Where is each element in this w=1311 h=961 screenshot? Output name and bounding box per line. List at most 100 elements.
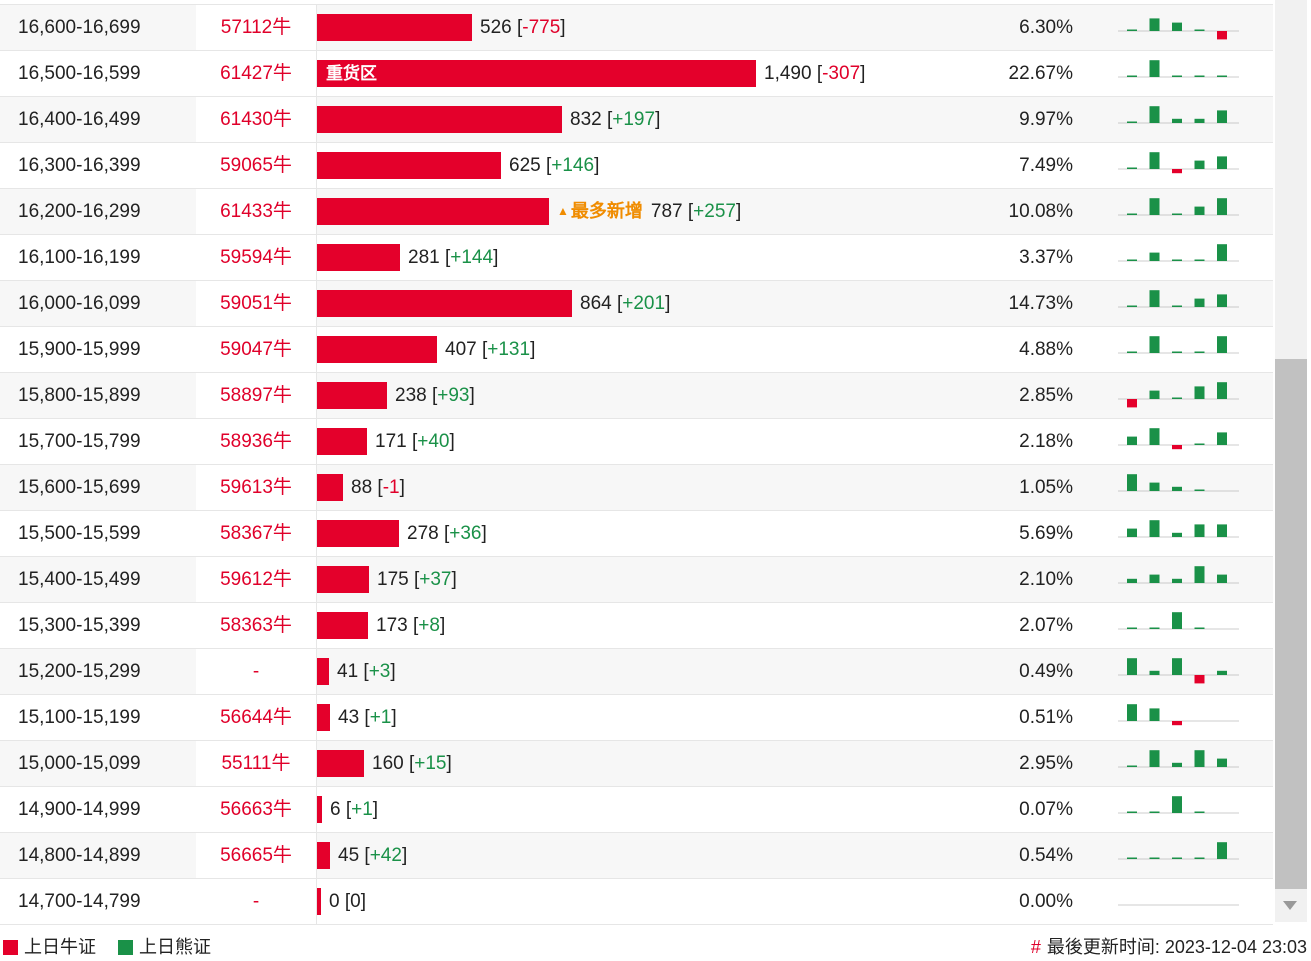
quantity-value: 45 [ xyxy=(338,845,370,866)
mini-chart-bar xyxy=(1217,75,1227,77)
quantity-change: +146 xyxy=(551,155,595,176)
warrant-code[interactable]: 58363牛 xyxy=(196,603,316,648)
table-row[interactable]: 14,700-14,799 -0 [0] 0.00% xyxy=(0,879,1273,925)
mini-chart-bar xyxy=(1127,474,1137,491)
table-row[interactable]: 15,400-15,499 59612牛 175 [+37] 2.10% xyxy=(0,557,1273,603)
scroll-down-arrow-icon[interactable] xyxy=(1283,901,1297,910)
mini-chart-bar xyxy=(1172,857,1182,859)
table-row[interactable]: 15,500-15,599 58367牛 278 [+36] 5.69% xyxy=(0,511,1273,557)
warrant-code[interactable]: 56644牛 xyxy=(196,695,316,740)
mini-chart-bar xyxy=(1127,578,1137,583)
percentage: 5.69% xyxy=(1019,523,1073,544)
column-divider xyxy=(316,833,317,878)
table-row[interactable]: 15,100-15,199 56644牛 43 [+1] 0.51% xyxy=(0,695,1273,741)
quantity-change: +40 xyxy=(417,431,450,452)
mini-chart-bar xyxy=(1194,29,1205,31)
mini-history-chart xyxy=(1118,612,1239,630)
mini-history-chart xyxy=(1118,198,1239,216)
strike-range: 16,500-16,599 xyxy=(18,63,141,84)
warrant-code[interactable]: 61430牛 xyxy=(196,97,316,142)
mini-history-chart xyxy=(1118,520,1239,538)
table-row[interactable]: 14,900-14,999 56663牛 6 [+1] 0.07% xyxy=(0,787,1273,833)
warrant-code[interactable]: 59594牛 xyxy=(196,235,316,280)
column-divider xyxy=(316,97,317,142)
table-row[interactable]: 15,800-15,899 58897牛 238 [+93] 2.85% xyxy=(0,373,1273,419)
mini-chart-bar xyxy=(1127,305,1137,307)
column-divider xyxy=(316,189,317,234)
mini-chart-bar xyxy=(1149,574,1160,583)
warrant-code[interactable]: 61433牛 xyxy=(196,189,316,234)
table-row[interactable]: 14,800-14,899 56665牛 45 [+42] 0.54% xyxy=(0,833,1273,879)
strike-range: 15,700-15,799 xyxy=(18,431,141,452)
table-row[interactable]: 15,300-15,399 58363牛 173 [+8] 2.07% xyxy=(0,603,1273,649)
quantity-bar xyxy=(317,198,549,225)
quantity-change: +144 xyxy=(450,247,494,268)
warrant-code[interactable]: - xyxy=(196,879,316,924)
scrollbar-thumb[interactable] xyxy=(1275,359,1307,889)
table-row[interactable]: 15,600-15,699 59613牛 88 [-1] 1.05% xyxy=(0,465,1273,511)
percentage: 0.00% xyxy=(1019,891,1073,912)
warrant-code[interactable]: 61427牛 xyxy=(196,51,316,96)
mini-chart-bar xyxy=(1172,118,1182,123)
table-row[interactable]: 15,700-15,799 58936牛 171 [+40] 2.18% xyxy=(0,419,1273,465)
table-row[interactable]: 15,000-15,099 55111牛 160 [+15] 2.95% xyxy=(0,741,1273,787)
column-divider xyxy=(316,51,317,96)
mini-chart-bar xyxy=(1127,167,1137,169)
table-row[interactable]: 16,500-16,599 61427牛 重货区 1,490 [-307] 22.67% xyxy=(0,51,1273,97)
quantity-bar xyxy=(317,566,369,593)
warrant-code[interactable]: 55111牛 xyxy=(196,741,316,786)
warrant-code[interactable]: 58367牛 xyxy=(196,511,316,556)
percentage: 2.18% xyxy=(1019,431,1073,452)
warrant-code[interactable]: - xyxy=(196,649,316,694)
warrant-code[interactable]: 58936牛 xyxy=(196,419,316,464)
last-updated-text: 最後更新时间: 2023-12-04 23:03 xyxy=(1046,937,1307,957)
table-row[interactable]: 16,200-16,299 61433牛 ▲ 最多新增 787 [+257] 10.08% xyxy=(0,189,1273,235)
column-divider xyxy=(316,557,317,602)
mini-chart-bar xyxy=(1217,670,1227,675)
quantity-annotation: 43 [+1] xyxy=(338,707,397,728)
column-divider xyxy=(316,511,317,556)
warrant-code[interactable]: 59612牛 xyxy=(196,557,316,602)
strike-range: 15,500-15,599 xyxy=(18,523,141,544)
warrant-code[interactable]: 59613牛 xyxy=(196,465,316,510)
warrant-code[interactable]: 58897牛 xyxy=(196,373,316,418)
mini-chart-bar xyxy=(1217,198,1227,215)
warrant-code[interactable]: 59065牛 xyxy=(196,143,316,188)
column-divider xyxy=(316,419,317,464)
table-row[interactable]: 16,000-16,099 59051牛 864 [+201] 14.73% xyxy=(0,281,1273,327)
warrant-code[interactable]: 59047牛 xyxy=(196,327,316,372)
mini-chart-bar xyxy=(1194,524,1205,537)
quantity-annotation: 1,490 [-307] xyxy=(764,63,866,84)
mini-chart-bar xyxy=(1194,386,1205,399)
mini-chart-bar xyxy=(1194,811,1205,813)
warrant-code[interactable]: 56665牛 xyxy=(196,833,316,878)
mini-chart-bar xyxy=(1172,169,1182,174)
warrant-code[interactable]: 56663牛 xyxy=(196,787,316,832)
quantity-annotation: 45 [+42] xyxy=(338,845,408,866)
quantity-annotation: 278 [+36] xyxy=(407,523,487,544)
mini-chart-bar xyxy=(1127,259,1137,261)
mini-chart-bar xyxy=(1172,397,1182,399)
table-row[interactable]: 15,900-15,999 59047牛 407 [+131] 4.88% xyxy=(0,327,1273,373)
mini-chart-bar xyxy=(1217,294,1227,307)
quantity-bar xyxy=(317,60,756,87)
percentage: 7.49% xyxy=(1019,155,1073,176)
quantity-annotation: 238 [+93] xyxy=(395,385,475,406)
quantity-change: +257 xyxy=(693,201,736,222)
mini-history-chart xyxy=(1118,60,1239,78)
table-row[interactable]: 16,600-16,699 57112牛 526 [-775] 6.30% xyxy=(0,5,1273,51)
quantity-value: 43 [ xyxy=(338,707,370,728)
warrant-code[interactable]: 57112牛 xyxy=(196,5,316,50)
table-row[interactable]: 16,400-16,499 61430牛 832 [+197] 9.97% xyxy=(0,97,1273,143)
quantity-value: 88 [ xyxy=(351,477,383,498)
table-row[interactable]: 15,200-15,299 -41 [+3] 0.49% xyxy=(0,649,1273,695)
mini-history-chart xyxy=(1118,18,1239,40)
mini-chart-bar xyxy=(1127,75,1137,77)
mini-chart-bar xyxy=(1194,489,1205,491)
mini-chart-bar xyxy=(1172,213,1182,215)
table-row[interactable]: 16,100-16,199 59594牛 281 [+144] 3.37% xyxy=(0,235,1273,281)
warrant-code[interactable]: 59051牛 xyxy=(196,281,316,326)
quantity-change: +3 xyxy=(368,661,391,682)
mini-chart-bar xyxy=(1127,528,1137,537)
table-row[interactable]: 16,300-16,399 59065牛 625 [+146] 7.49% xyxy=(0,143,1273,189)
